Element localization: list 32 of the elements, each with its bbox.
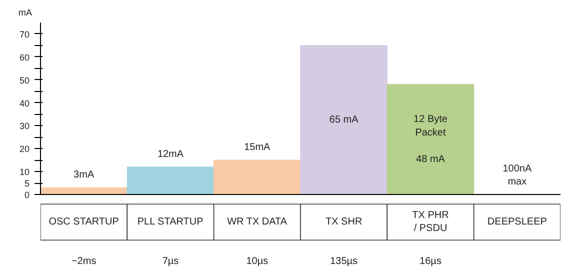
y-tick-label: 0 (24, 190, 30, 200)
y-tick-label: 10 (19, 167, 30, 178)
x-tick-label: TX PHR / PSDU (412, 210, 449, 234)
bar (214, 160, 301, 194)
text: 10µs (246, 256, 268, 268)
x-tick-label: WR TX DATA (227, 216, 288, 228)
x-tick-label: TX SHR (326, 216, 362, 228)
text: 16µs (420, 256, 442, 268)
y-tick-label: 5 (24, 178, 30, 189)
bar (386, 84, 474, 194)
data-label: 12mA (157, 149, 184, 160)
y-tick-label: 70 (19, 29, 30, 40)
text: 135µs (330, 256, 358, 268)
text: 12 Byte Packet 48 mA (414, 114, 448, 165)
bar (40, 187, 128, 194)
data-label: 3mA (74, 170, 94, 181)
text: 7µs (162, 256, 179, 268)
bar (300, 45, 388, 194)
x-tick-label: DEEPSLEEP (487, 216, 548, 228)
y-tick-label: 50 (19, 75, 30, 86)
text: ~2ms (71, 256, 96, 268)
y-axis-title: mA (18, 8, 32, 18)
y-tick-label: 40 (19, 98, 30, 108)
y-tick-label: 20 (19, 144, 30, 154)
x-tick-label: PLL STARTUP (137, 216, 204, 228)
data-label: 15mA (244, 142, 271, 154)
bar (126, 166, 214, 194)
y-tick-label: 30 (19, 121, 30, 132)
data-label: 65 mA (329, 114, 359, 126)
y-tick-label: 60 (19, 52, 30, 62)
annotation: 100nA max (502, 163, 532, 188)
x-tick-label: OSC STARTUP (48, 216, 120, 228)
